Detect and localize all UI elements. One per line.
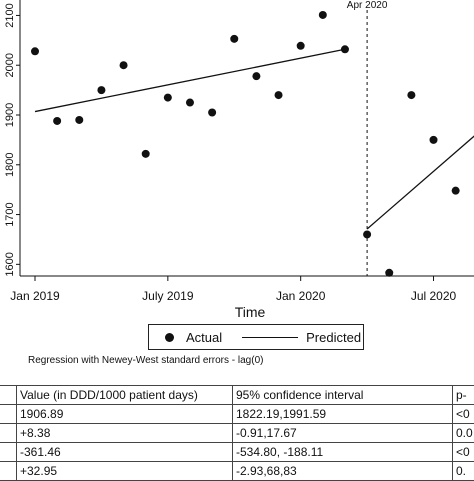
legend-marker-actual: [165, 333, 174, 342]
data-point-actual: [120, 61, 128, 69]
x-tick-label: Jan 2020: [276, 289, 326, 303]
intervention-label: Apr 2020: [347, 0, 388, 11]
table-header-cell: [0, 386, 17, 405]
x-tick-label: Jan 2019: [10, 289, 60, 303]
table-row: -361.46 -534.80, -188.11 <0: [0, 443, 474, 462]
legend-item-predicted: Predicted: [222, 330, 361, 345]
y-tick-label: 1800: [4, 153, 16, 177]
table-cell: [0, 424, 17, 443]
table-cell: -2.93,68,83: [233, 462, 453, 481]
data-point-actual: [97, 86, 105, 94]
data-point-actual: [407, 91, 415, 99]
table-header-cell: p-: [453, 386, 474, 405]
table-cell: <0: [453, 405, 474, 424]
table-cell: +32.95: [17, 462, 233, 481]
legend-label-predicted: Predicted: [306, 330, 361, 345]
table-cell: [0, 462, 17, 481]
data-point-actual: [275, 91, 283, 99]
regression-note: Regression with Newey-West standard erro…: [28, 355, 263, 366]
predicted-trend-line: [367, 133, 474, 229]
x-tick-label: July 2019: [142, 289, 194, 303]
y-tick-label: 2100: [4, 3, 16, 27]
y-tick-label: 1900: [4, 103, 16, 127]
data-point-actual: [142, 150, 150, 158]
table-cell: 0.0: [453, 424, 474, 443]
data-point-actual: [75, 116, 83, 124]
table-cell: +8.38: [17, 424, 233, 443]
y-tick-label: 1600: [4, 252, 16, 276]
chart-legend: Actual Predicted: [148, 324, 364, 350]
x-tick-label: Jul 2020: [411, 289, 457, 303]
data-point-actual: [252, 72, 260, 80]
table-header-cell: 95% confidence interval: [233, 386, 453, 405]
table-cell: -0.91,17.67: [233, 424, 453, 443]
x-axis-title: Time: [235, 304, 266, 320]
table-cell: -534.80, -188.11: [233, 443, 453, 462]
table-row: 1906.89 1822.19,1991.59 <0: [0, 405, 474, 424]
table-row: +32.95 -2.93,68,83 0.: [0, 462, 474, 481]
table-cell: [0, 443, 17, 462]
data-point-actual: [53, 117, 61, 125]
legend-marker-predicted: [242, 337, 298, 338]
data-point-actual: [186, 99, 194, 107]
data-point-actual: [452, 187, 460, 195]
table-cell: -361.46: [17, 443, 233, 462]
data-point-actual: [430, 136, 438, 144]
results-table: Value (in DDD/1000 patient days) 95% con…: [0, 385, 474, 481]
data-point-actual: [297, 42, 305, 50]
legend-label-actual: Actual: [186, 330, 222, 345]
y-tick-label: 1700: [4, 202, 16, 226]
y-tick-label: 2000: [4, 53, 16, 77]
data-point-actual: [230, 35, 238, 43]
table-cell: 1906.89: [17, 405, 233, 424]
table-header-cell: Value (in DDD/1000 patient days): [17, 386, 233, 405]
data-point-actual: [319, 11, 327, 19]
table-row: +8.38 -0.91,17.67 0.0: [0, 424, 474, 443]
data-point-actual: [164, 94, 172, 102]
legend-item-actual: Actual: [149, 330, 222, 345]
table-cell: [0, 405, 17, 424]
data-point-actual: [208, 109, 216, 117]
table-cell: <0: [453, 443, 474, 462]
table-cell: 0.: [453, 462, 474, 481]
data-point-actual: [341, 45, 349, 53]
interrupted-time-series-chart: 1600 1700 1800 1900 2000 2100 Jan 2019 July 20…: [0, 0, 474, 320]
table-cell: 1822.19,1991.59: [233, 405, 453, 424]
table-header-row: Value (in DDD/1000 patient days) 95% con…: [0, 386, 474, 405]
data-point-actual: [385, 269, 393, 277]
data-point-actual: [31, 47, 39, 55]
